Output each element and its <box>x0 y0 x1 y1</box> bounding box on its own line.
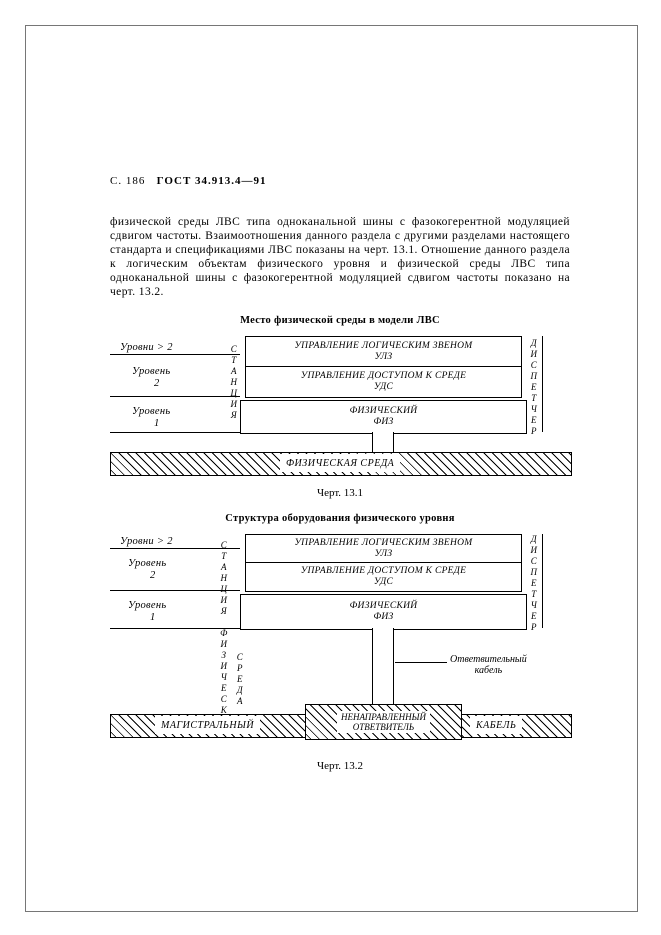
fig1-guide-2 <box>110 396 240 397</box>
fig1-medium-label: ФИЗИЧЕСКАЯ СРЕДА <box>280 454 400 472</box>
fig2-drop-l1: Ответвительный <box>450 654 527 665</box>
fig2-box-phy-l2: ФИЗ <box>373 612 393 623</box>
fig2-left-v-station: С Т А Н Ц И Я <box>218 540 230 617</box>
fig2-level-2a: Уровень <box>128 558 166 569</box>
fig1-box-phy-line1: ФИЗИЧЕСКИЙ <box>350 406 418 417</box>
fig1-level-1b: 1 <box>154 418 160 429</box>
fig2-trunk-right-label: КАБЕЛЬ <box>470 716 522 734</box>
fig2-box-llc-l1: УПРАВЛЕНИЕ ЛОГИЧЕСКИМ ЗВЕНОМ <box>294 538 472 549</box>
fig2-box-phy: ФИЗИЧЕСКИЙ ФИЗ <box>240 594 527 630</box>
fig1-caption: Черт. 13.1 <box>110 487 570 499</box>
fig1-right-border <box>542 336 543 432</box>
body-paragraph: физической среды ЛВС типа одноканальной … <box>110 215 570 299</box>
fig2-drop-label: Ответвительный кабель <box>450 654 527 676</box>
fig1-box-mac-line2: УДС <box>374 382 393 393</box>
fig2-caption: Черт. 13.2 <box>110 760 570 772</box>
doc-number: ГОСТ 34.913.4—91 <box>157 175 267 187</box>
fig1-title: Место физической среды в модели ЛВС <box>110 315 570 326</box>
fig2-level-2b: 2 <box>150 570 156 581</box>
fig2-level-1a: Уровень <box>128 600 166 611</box>
page-content: С. 186 ГОСТ 34.913.4—91 физической среды… <box>110 175 570 786</box>
fig2-level-gt2: Уровни > 2 <box>120 536 173 547</box>
fig2-drop-leader <box>395 662 447 663</box>
running-header: С. 186 ГОСТ 34.913.4—91 <box>110 175 570 187</box>
fig1-box-phy-line2: ФИЗ <box>373 417 393 428</box>
fig2-coupler: НЕНАПРАВЛЕННЫЙ ОТВЕТВИТЕЛЬ <box>305 704 462 740</box>
fig1-right-vertical: Д И С П Е Т Ч Е Р <box>528 338 540 437</box>
fig2-right-border <box>542 534 543 628</box>
fig1-box-llc: УПРАВЛЕНИЕ ЛОГИЧЕСКИМ ЗВЕНОМ УЛЗ <box>245 336 522 368</box>
fig2-box-mac-l1: УПРАВЛЕНИЕ ДОСТУПОМ К СРЕДЕ <box>301 566 466 577</box>
fig1-level-1a: Уровень <box>132 406 170 417</box>
fig1-box-mac-line1: УПРАВЛЕНИЕ ДОСТУПОМ К СРЕДЕ <box>301 371 466 382</box>
figure-13-2: Уровни > 2 Уровень 2 Уровень 1 С Т А Н Ц… <box>110 534 570 754</box>
fig1-level-2b: 2 <box>154 378 160 389</box>
fig2-right-vertical: Д И С П Е Т Ч Е Р <box>528 534 540 633</box>
page-number: С. 186 <box>110 175 145 187</box>
fig1-level-2a: Уровень <box>132 366 170 377</box>
fig2-box-llc: УПРАВЛЕНИЕ ЛОГИЧЕСКИМ ЗВЕНОМ УЛЗ <box>245 534 522 564</box>
fig2-box-mac: УПРАВЛЕНИЕ ДОСТУПОМ К СРЕДЕ УДС <box>245 562 522 592</box>
fig2-box-phy-l1: ФИЗИЧЕСКИЙ <box>350 601 418 612</box>
fig1-guide-3 <box>110 432 240 433</box>
fig2-coupler-l1: НЕНАПРАВЛЕННЫЙ <box>341 712 426 722</box>
fig1-guide-1 <box>110 354 240 355</box>
fig1-box-phy: ФИЗИЧЕСКИЙ ФИЗ <box>240 400 527 434</box>
fig1-level-gt2: Уровни > 2 <box>120 342 173 353</box>
fig2-trunk-left-label: МАГИСТРАЛЬНЫЙ <box>155 716 260 734</box>
figure-13-1: Уровни > 2 Уровень 2 Уровень 1 С Т А Н Ц… <box>110 336 570 481</box>
fig2-drop-l2: кабель <box>475 665 503 676</box>
fig2-coupler-l2: ОТВЕТВИТЕЛЬ <box>353 722 414 732</box>
fig2-left-v-medium: С Р Е Д А <box>234 652 246 707</box>
fig1-stem <box>372 432 394 452</box>
fig1-left-vertical: С Т А Н Ц И Я <box>228 344 240 421</box>
fig2-box-mac-l2: УДС <box>374 577 393 588</box>
fig2-coupler-label: НЕНАПРАВЛЕННЫЙ ОТВЕТВИТЕЛЬ <box>337 711 430 733</box>
fig2-level-1b: 1 <box>150 612 156 623</box>
fig2-drop-cable <box>372 628 394 704</box>
fig1-box-llc-line1: УПРАВЛЕНИЕ ЛОГИЧЕСКИМ ЗВЕНОМ <box>294 341 472 352</box>
fig1-box-mac: УПРАВЛЕНИЕ ДОСТУПОМ К СРЕДЕ УДС <box>245 366 522 398</box>
fig2-box-llc-l2: УЛЗ <box>375 549 393 560</box>
fig2-title: Структура оборудования физического уровн… <box>110 513 570 524</box>
fig1-box-llc-line2: УЛЗ <box>375 352 393 363</box>
